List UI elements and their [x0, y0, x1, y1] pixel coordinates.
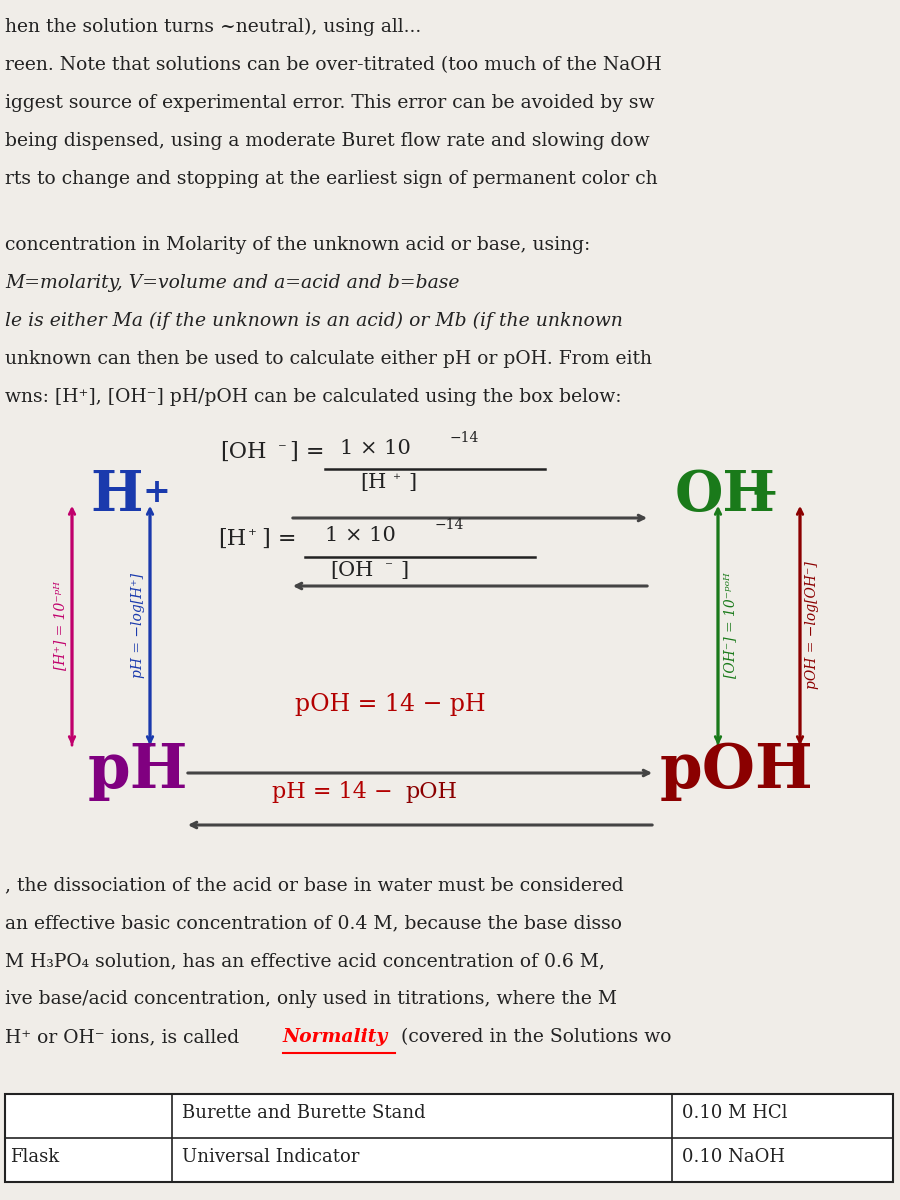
Text: hen the solution turns ~neutral), using all...: hen the solution turns ~neutral), using … — [5, 18, 421, 36]
Text: ⁺: ⁺ — [248, 528, 256, 545]
Text: OH: OH — [675, 468, 776, 523]
Text: unknown can then be used to calculate either pH or pOH. From eith: unknown can then be used to calculate ei… — [5, 350, 652, 368]
Text: Normality: Normality — [283, 1028, 388, 1046]
Text: 1 × 10: 1 × 10 — [325, 526, 396, 545]
Text: H⁺ or OH⁻ ions, is called: H⁺ or OH⁻ ions, is called — [5, 1028, 245, 1046]
Text: concentration in Molarity of the unknown acid or base, using:: concentration in Molarity of the unknown… — [5, 236, 590, 254]
Text: M=molarity, V=volume and a=acid and b=base: M=molarity, V=volume and a=acid and b=ba… — [5, 274, 460, 292]
Text: −14: −14 — [450, 431, 480, 445]
Text: pOH: pOH — [405, 781, 457, 803]
Text: +: + — [142, 476, 170, 509]
Text: ] =: ] = — [290, 440, 325, 463]
Text: M H₃PO₄ solution, has an effective acid concentration of 0.6 M,: M H₃PO₄ solution, has an effective acid … — [5, 952, 605, 970]
Text: pH = 14 −: pH = 14 − — [272, 781, 400, 803]
FancyBboxPatch shape — [5, 1094, 893, 1182]
Text: an effective basic concentration of 0.4 M, because the base disso: an effective basic concentration of 0.4 … — [5, 914, 622, 932]
Text: iggest source of experimental error. This error can be avoided by sw: iggest source of experimental error. Thi… — [5, 94, 654, 112]
Text: [H: [H — [218, 528, 247, 550]
Text: [H⁺] = 10⁻ᵖᴴ: [H⁺] = 10⁻ᵖᴴ — [53, 581, 67, 670]
Text: ive base/acid concentration, only used in titrations, where the M: ive base/acid concentration, only used i… — [5, 990, 617, 1008]
Text: ⁺: ⁺ — [393, 473, 401, 487]
Text: Burette and Burette Stand: Burette and Burette Stand — [182, 1104, 426, 1122]
Text: ]: ] — [408, 473, 416, 492]
Text: −14: −14 — [435, 518, 464, 532]
Text: pH = −log[H⁺]: pH = −log[H⁺] — [131, 572, 145, 678]
Text: rts to change and stopping at the earliest sign of permanent color ch: rts to change and stopping at the earlie… — [5, 170, 658, 188]
Text: ]: ] — [400, 560, 408, 580]
Text: ⁻: ⁻ — [278, 440, 287, 458]
Text: pOH: pOH — [660, 740, 814, 802]
Text: reen. Note that solutions can be over-titrated (too much of the NaOH: reen. Note that solutions can be over-ti… — [5, 56, 662, 74]
Text: [OH: [OH — [220, 440, 266, 463]
Text: 1 × 10: 1 × 10 — [340, 439, 411, 458]
Text: Universal Indicator: Universal Indicator — [182, 1148, 359, 1166]
Text: le is either Ma (if the unknown is an acid) or Mb (if the unknown: le is either Ma (if the unknown is an ac… — [5, 312, 623, 330]
Text: H: H — [90, 468, 142, 523]
Text: ] =: ] = — [262, 528, 296, 550]
Text: −: − — [751, 476, 779, 509]
Text: (covered in the Solutions wo: (covered in the Solutions wo — [395, 1028, 671, 1046]
Text: , the dissociation of the acid or base in water must be considered: , the dissociation of the acid or base i… — [5, 876, 624, 894]
Text: Flask: Flask — [10, 1148, 59, 1166]
Text: 0.10 M HCl: 0.10 M HCl — [682, 1104, 788, 1122]
Text: pOH = 14 − pH: pOH = 14 − pH — [295, 692, 485, 716]
Text: [OH: [OH — [330, 560, 374, 580]
Text: pH: pH — [88, 740, 188, 802]
Text: [H: [H — [360, 473, 386, 492]
Text: pOH = −log[OH⁻]: pOH = −log[OH⁻] — [805, 562, 819, 689]
Text: wns: [H⁺], [OH⁻] pH/pOH can be calculated using the box below:: wns: [H⁺], [OH⁻] pH/pOH can be calculate… — [5, 388, 622, 406]
Text: ⁻: ⁻ — [385, 560, 393, 575]
Text: [OH⁻] = 10⁻ᵖᵒᴴ: [OH⁻] = 10⁻ᵖᵒᴴ — [723, 572, 737, 678]
Text: 0.10 NaOH: 0.10 NaOH — [682, 1148, 785, 1166]
Text: being dispensed, using a moderate Buret flow rate and slowing dow: being dispensed, using a moderate Buret … — [5, 132, 650, 150]
